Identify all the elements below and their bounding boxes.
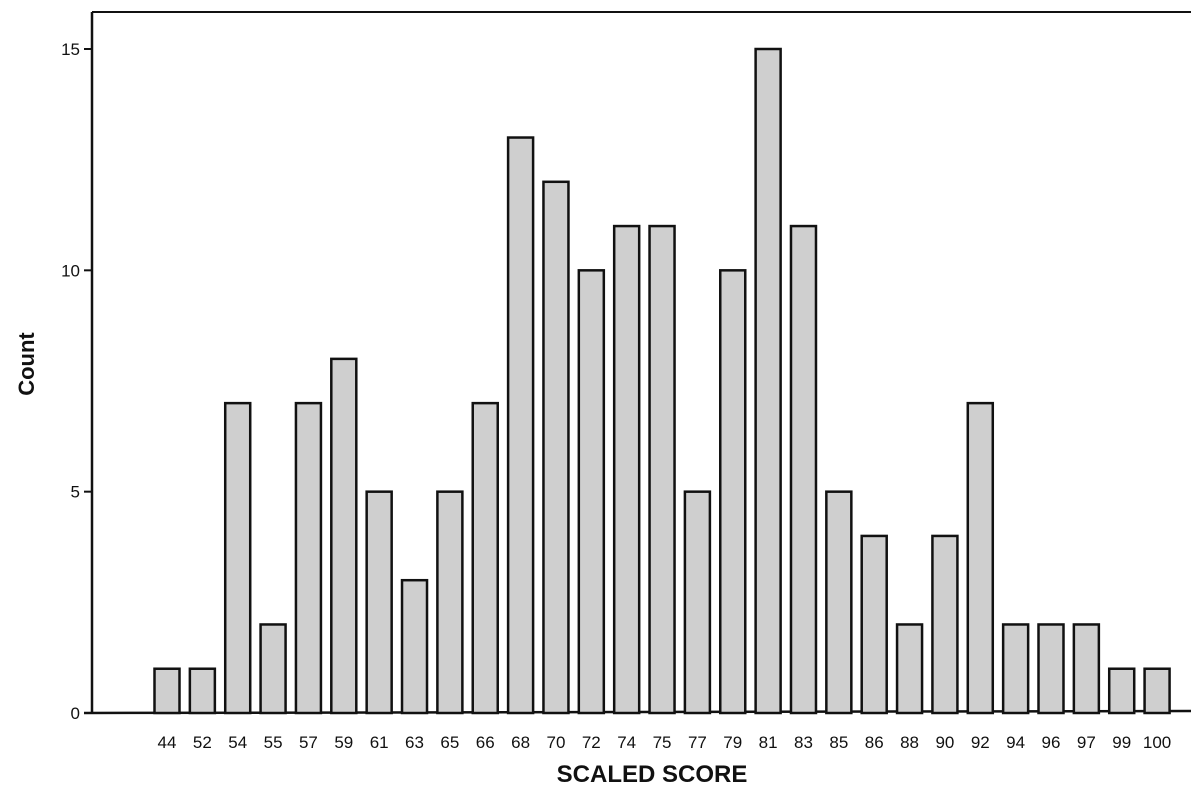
bar — [719, 269, 747, 715]
x-tick-label: 77 — [688, 733, 707, 752]
x-tick-label: 52 — [193, 733, 212, 752]
x-axis-ticks: 44 52 54 55 57 59 61 63 65 66 68 70 72 74 75 77 79 81 83 85… — [158, 733, 1172, 752]
x-tick-label: 55 — [264, 733, 283, 752]
bar — [365, 490, 393, 715]
bar — [542, 180, 570, 715]
bar — [825, 490, 853, 715]
bar — [1143, 667, 1171, 715]
bar-series — [153, 47, 1171, 715]
bar — [294, 401, 323, 715]
y-tick-label: 5 — [71, 483, 80, 502]
x-tick-label: 68 — [511, 733, 530, 752]
x-tick-label: 61 — [370, 733, 389, 752]
x-tick-label: 57 — [299, 733, 318, 752]
x-tick-label: 99 — [1112, 733, 1131, 752]
x-tick-label: 86 — [865, 733, 884, 752]
x-tick-label: 85 — [829, 733, 848, 752]
bar — [1001, 623, 1030, 715]
bar — [471, 401, 499, 715]
x-tick-label: 65 — [440, 733, 459, 752]
bar — [1037, 623, 1065, 715]
x-tick-label: 83 — [794, 733, 813, 752]
x-tick-label: 100 — [1143, 733, 1171, 752]
x-tick-label: 44 — [158, 733, 177, 752]
bar — [330, 357, 358, 715]
bar — [612, 224, 641, 715]
bar — [436, 490, 464, 715]
x-tick-label: 88 — [900, 733, 919, 752]
x-tick-label: 63 — [405, 733, 424, 752]
x-tick-label: 81 — [759, 733, 778, 752]
x-tick-label: 79 — [723, 733, 742, 752]
x-tick-label: 54 — [228, 733, 247, 752]
x-axis-title: SCALED SCORE — [557, 761, 748, 788]
x-tick-label: 94 — [1006, 733, 1025, 752]
y-axis-ticks: 0 5 10 15 — [61, 40, 92, 723]
bar — [223, 401, 252, 715]
bar — [683, 490, 712, 715]
x-tick-label: 72 — [582, 733, 601, 752]
x-tick-label: 74 — [617, 733, 636, 752]
bar — [931, 534, 959, 715]
y-tick-label: 15 — [61, 40, 80, 59]
x-tick-label: 90 — [935, 733, 954, 752]
x-tick-label: 66 — [476, 733, 495, 752]
bar — [259, 623, 287, 715]
y-axis-title: Count — [14, 332, 39, 396]
bar — [153, 667, 181, 715]
x-tick-label: 59 — [334, 733, 353, 752]
bar — [895, 623, 924, 715]
bar — [966, 401, 995, 715]
bar — [506, 136, 535, 715]
x-tick-label: 92 — [971, 733, 990, 752]
x-tick-label: 75 — [653, 733, 672, 752]
y-tick-label: 10 — [61, 261, 80, 280]
bar — [188, 667, 217, 715]
bar — [860, 534, 888, 715]
x-tick-label: 97 — [1077, 733, 1096, 752]
bar — [1072, 623, 1101, 715]
bar — [400, 578, 429, 715]
plot-area-background — [92, 12, 1191, 712]
bar — [754, 47, 782, 715]
bar — [577, 269, 606, 715]
x-tick-label: 96 — [1042, 733, 1061, 752]
y-tick-label: 0 — [71, 704, 80, 723]
bar — [648, 224, 676, 715]
x-tick-label: 70 — [546, 733, 565, 752]
bar — [789, 224, 818, 715]
bar — [1107, 667, 1136, 715]
